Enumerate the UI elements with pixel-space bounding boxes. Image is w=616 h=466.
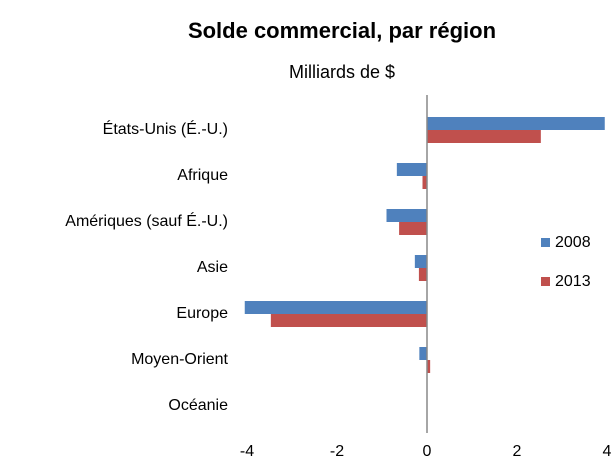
x-tick-label: -2 <box>330 443 344 460</box>
x-tick-label: 4 <box>603 443 612 460</box>
bar <box>414 255 427 268</box>
legend-swatch <box>541 238 550 247</box>
y-tick-label: Afrique <box>177 167 228 184</box>
y-tick-label: Moyen-Orient <box>131 351 228 368</box>
bar <box>427 130 541 143</box>
bar <box>396 163 427 176</box>
bar <box>419 347 427 360</box>
bar <box>244 301 427 314</box>
chart-title: Solde commercial, par région <box>188 18 496 43</box>
y-tick-label: Océanie <box>168 397 228 414</box>
bar <box>270 314 427 327</box>
y-tick-label: Asie <box>197 259 228 276</box>
y-tick-label: Europe <box>176 305 228 322</box>
x-tick-label: 2 <box>513 443 522 460</box>
bar <box>418 268 427 281</box>
x-tick-label: -4 <box>240 443 254 460</box>
bar <box>427 360 431 373</box>
x-tick-label: 0 <box>423 443 432 460</box>
bar <box>422 176 427 189</box>
bar <box>386 209 427 222</box>
y-tick-label: États-Unis (É.-U.) <box>103 119 228 138</box>
legend-label: 2008 <box>555 234 591 251</box>
bar <box>427 117 605 130</box>
bar <box>399 222 427 235</box>
legend-label: 2013 <box>555 273 591 290</box>
legend-swatch <box>541 277 550 286</box>
chart-subtitle: Milliards de $ <box>289 62 395 82</box>
y-tick-label: Amériques (sauf É.-U.) <box>65 211 228 230</box>
